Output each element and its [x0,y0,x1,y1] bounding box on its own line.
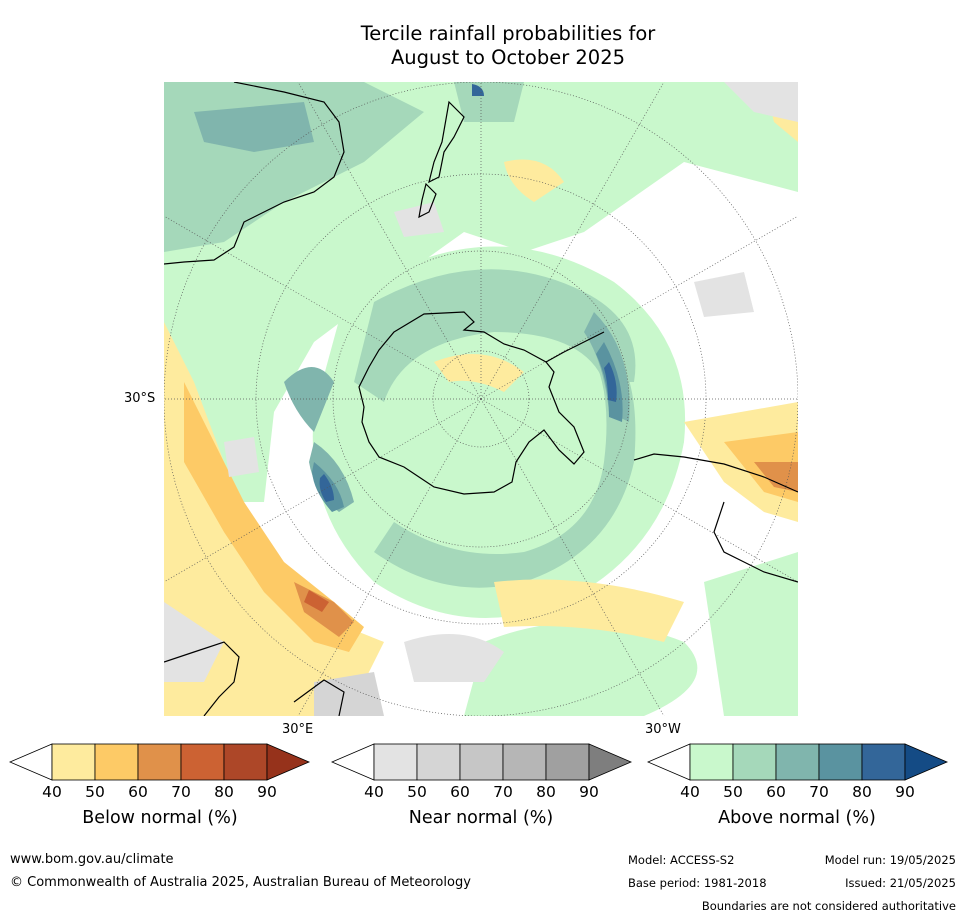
above-tick-80: 80 [852,783,872,801]
above-swatch-60 [775,743,820,781]
near-swatch-70 [502,743,547,781]
issued-date: Issued: 21/05/2025 [845,876,956,890]
below-tick-60: 60 [128,783,148,801]
below-normal-region [164,82,798,716]
copyright-text: © Commonwealth of Australia 2025, Austra… [10,875,471,890]
website-link[interactable]: www.bom.gov.au/climate [10,852,174,867]
new-zealand-coastline [428,100,465,184]
below-swatch-80 [223,743,268,781]
above-swatch-50 [732,743,777,781]
near-swatch-40 [373,743,418,781]
below-tick-90: 90 [257,783,277,801]
near-tick-80: 80 [536,783,556,801]
above-swatch-40 [689,743,734,781]
lon-label-30w: 30°W [645,722,681,737]
above-tick-60: 60 [766,783,786,801]
near-tick-70: 70 [493,783,513,801]
below-swatch-under [9,743,53,781]
near-tick-50: 50 [407,783,427,801]
map-canvas [164,82,798,716]
model-run-date: Model run: 19/05/2025 [824,853,956,867]
near-swatch-50 [416,743,461,781]
below-swatch-70 [180,743,225,781]
near-normal-colorbar [331,743,633,781]
above-normal-colorbar [647,743,949,781]
title-line-2: August to October 2025 [390,46,626,69]
madagascar-coastline [293,679,345,716]
map-title: Tercile rainfall probabilities for Augus… [160,22,856,70]
above-tick-50: 50 [723,783,743,801]
above-normal-label: Above normal (%) [718,808,876,828]
antarctic-peninsula-coastline [545,331,605,363]
south-africa-coastline [164,641,240,716]
coastlines [164,82,798,716]
near-swatch-under [331,743,375,781]
above-tick-90: 90 [895,783,915,801]
above-normal-region [164,82,798,716]
lat-label-30s: 30°S [124,391,156,406]
near-tick-60: 60 [450,783,470,801]
boundary-disclaimer: Boundaries are not considered authoritat… [701,899,956,913]
near-normal-label: Near normal (%) [408,808,554,828]
base-period: Base period: 1981-2018 [628,876,767,890]
near-swatch-over [588,743,633,781]
below-tick-80: 80 [214,783,234,801]
above-tick-70: 70 [809,783,829,801]
above-swatch-over [904,743,949,781]
australia-coastline [164,82,345,265]
below-swatch-60 [137,743,182,781]
rainfall-probability-map [164,82,798,716]
graticule [164,82,798,716]
below-swatch-40 [51,743,96,781]
model-name: Model: ACCESS-S2 [628,853,735,867]
above-swatch-70 [818,743,863,781]
antarctica-coastline [358,311,585,495]
new-zealand-south-coastline [418,182,437,219]
above-swatch-under [647,743,691,781]
below-tick-50: 50 [85,783,105,801]
title-line-1: Tercile rainfall probabilities for [360,22,656,45]
above-swatch-80 [861,743,906,781]
near-tick-90: 90 [579,783,599,801]
near-tick-40: 40 [364,783,384,801]
below-tick-70: 70 [171,783,191,801]
below-swatch-over [266,743,311,781]
below-tick-40: 40 [42,783,62,801]
lon-label-30e: 30°E [282,722,314,737]
near-swatch-60 [459,743,504,781]
below-swatch-50 [94,743,139,781]
above-tick-40: 40 [680,783,700,801]
below-normal-colorbar [9,743,311,781]
near-normal-region [164,82,798,716]
south-america-coastline [633,453,798,583]
near-swatch-80 [545,743,590,781]
below-normal-label: Below normal (%) [82,808,238,828]
